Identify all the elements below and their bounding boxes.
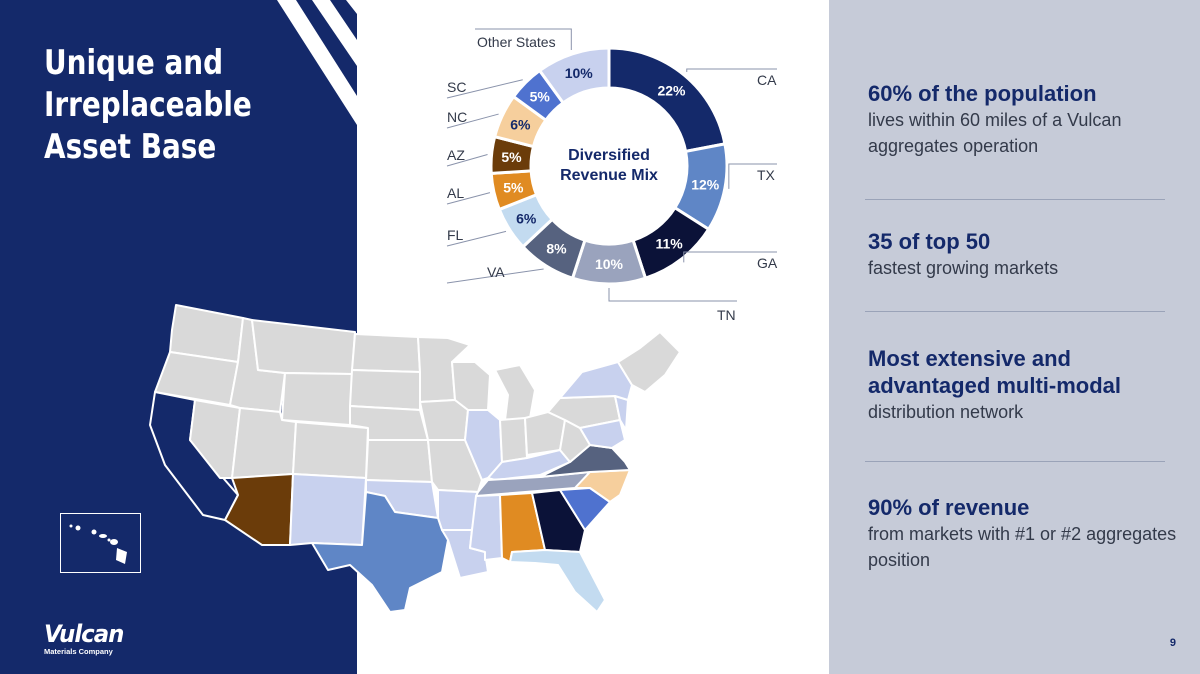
divider — [865, 199, 1165, 200]
leader-line — [446, 268, 544, 284]
map-state-fl — [509, 549, 606, 613]
map-state-tx — [311, 491, 449, 613]
donut-category-label: CA — [757, 72, 777, 88]
map-state-ga — [531, 489, 586, 553]
donut-category-label: AL — [447, 185, 464, 201]
donut-category-label: GA — [757, 255, 778, 271]
leader-line — [728, 163, 777, 189]
donut-value-label: 5% — [501, 149, 522, 165]
donut-value-label: 5% — [530, 89, 551, 105]
donut-category-label: FL — [447, 227, 464, 243]
revenue-donut-chart: 22% CA 12% TX 11% GA 10% TN 8% VA 6% FL 5% AL 5% AZ 6% NC… — [446, 28, 778, 323]
stat-headline: 35 of top 50 — [868, 229, 991, 254]
donut-value-label: 6% — [510, 116, 531, 132]
divider — [865, 461, 1165, 462]
logo-subtitle: Materials Company — [44, 647, 113, 656]
map-state-nm — [289, 473, 367, 546]
donut-category-label: TN — [717, 307, 736, 323]
leader-line — [446, 113, 499, 129]
decorative-stripes — [277, 0, 357, 125]
vulcan-logo: Vulcan Materials Company — [44, 622, 128, 656]
stat-body: fastest growing markets — [868, 258, 1059, 278]
title-line: Asset Base — [44, 127, 217, 167]
title-line: Unique and — [44, 43, 224, 83]
donut-category-label: TX — [757, 167, 776, 183]
leader-line — [446, 230, 507, 247]
chart-area: 22% CA 12% TX 11% GA 10% TN 8% VA 6% FL 5% AL 5% AZ 6% NC… — [357, 0, 829, 674]
stat-revenue: 90% of revenue from markets with #1 or #… — [868, 494, 1188, 573]
leader-line — [686, 68, 777, 72]
page-number: 9 — [1169, 637, 1176, 649]
donut-value-label: 8% — [546, 241, 567, 257]
map-state-wy — [281, 372, 353, 426]
map-state-new-england — [617, 331, 681, 393]
stat-body: distribution network — [868, 402, 1024, 422]
title-line: Irreplaceable — [44, 85, 252, 125]
hawaii-map — [69, 524, 127, 564]
leader-line — [475, 28, 572, 50]
donut-center-label: Revenue Mix — [560, 167, 658, 184]
logo-word: Vulcan — [44, 620, 124, 648]
stat-headline: 90% of revenue — [868, 495, 1030, 520]
donut-category-label: Other States — [477, 34, 556, 50]
donut-category-label: AZ — [447, 147, 465, 163]
map-state-md — [579, 419, 626, 449]
right-panel: 60% of the population lives within 60 mi… — [829, 0, 1200, 674]
map-state-mt — [251, 319, 356, 375]
hawaii-inset — [60, 513, 141, 573]
leader-line — [446, 192, 491, 205]
leader-line — [446, 154, 488, 167]
leader-line — [608, 288, 737, 302]
stat-headline: 60% of the population — [868, 81, 1097, 106]
stat-body: from markets with #1 or #2 aggregates po… — [868, 524, 1177, 570]
stat-body: lives within 60 miles of a Vulcan aggreg… — [868, 110, 1122, 156]
map-state-az — [224, 473, 294, 546]
donut-value-label: 6% — [516, 211, 537, 227]
donut-value-label: 12% — [691, 176, 720, 192]
donut-value-label: 5% — [503, 179, 524, 195]
donut-value-label: 22% — [657, 82, 686, 98]
stat-population: 60% of the population lives within 60 mi… — [868, 80, 1188, 159]
us-map — [149, 304, 681, 613]
leader-line — [446, 79, 523, 99]
donut-category-label: VA — [487, 264, 505, 280]
donut-value-label: 10% — [565, 65, 594, 81]
donut-category-label: SC — [447, 79, 466, 95]
leader-line — [683, 251, 777, 263]
donut-center-label: Diversified — [568, 147, 650, 164]
donut-slice-other-states — [537, 46, 611, 105]
donut-value-label: 11% — [655, 235, 683, 251]
stat-headline: Most extensive and advantaged multi-moda… — [868, 346, 1122, 398]
stat-growing-markets: 35 of top 50 fastest growing markets — [868, 228, 1188, 281]
donut-category-label: NC — [447, 109, 467, 125]
page-title: Unique and Irreplaceable Asset Base — [44, 42, 290, 168]
donut-slice-ca — [607, 46, 727, 154]
divider — [865, 311, 1165, 312]
stat-distribution: Most extensive and advantaged multi-moda… — [868, 345, 1188, 425]
donut-value-label: 10% — [595, 256, 624, 272]
